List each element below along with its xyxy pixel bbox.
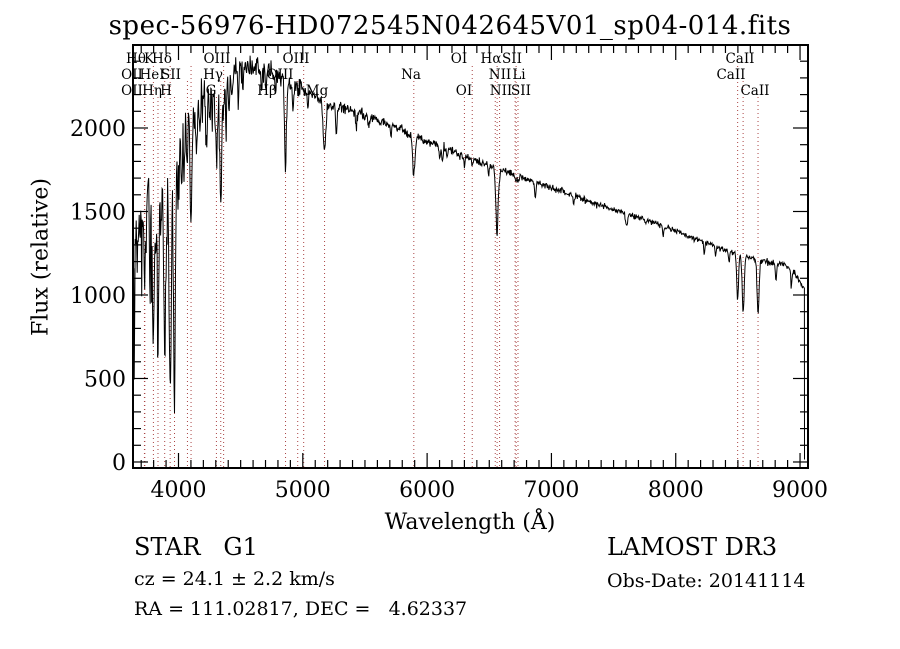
- coordinates-label: RA = 111.02817, DEC = 4.62337: [134, 598, 468, 620]
- spectrum-trace: [133, 55, 805, 460]
- spectral-line-label: NII: [490, 83, 512, 99]
- y-tick-label: 500: [84, 367, 126, 392]
- y-tick-label: 2000: [70, 117, 126, 142]
- plot-title: spec-56976-HD072545N042645V01_sp04-014.f…: [108, 11, 792, 41]
- spectral-line-label: Hγ: [203, 67, 223, 83]
- radial-velocity-label: cz = 24.1 ± 2.2 km/s: [134, 568, 335, 590]
- spectral-line-label: Li: [512, 67, 526, 83]
- obs-date-label: Obs-Date: 20141114: [607, 570, 806, 592]
- x-tick-label: 6000: [399, 478, 455, 503]
- y-tick-label: 1000: [70, 284, 126, 309]
- spectral-line-label: OIII: [203, 51, 230, 67]
- survey-label: LAMOST DR3: [607, 533, 778, 561]
- x-tick-label: 4000: [150, 478, 206, 503]
- spectral-line-label: CaII: [716, 67, 745, 83]
- spectral-line-label: SII: [511, 83, 531, 99]
- spectral-line-label: H: [160, 83, 172, 99]
- spectral-line-label: Hη: [142, 83, 162, 99]
- y-tick-label: 1500: [70, 200, 126, 225]
- spectral-line-label: SII: [502, 51, 522, 67]
- spectral-line-label: Na: [401, 67, 421, 83]
- spectral-line-label: NII: [489, 67, 511, 83]
- x-tick-label: 5000: [275, 478, 331, 503]
- x-axis-title: Wavelength (Å): [384, 510, 556, 535]
- spectral-line-label: CaII: [740, 83, 769, 99]
- x-tick-label: 7000: [523, 478, 579, 503]
- plot-border: [132, 44, 809, 469]
- spectral-line-label: OI: [456, 83, 472, 99]
- spectral-line-label: Hβ: [257, 83, 277, 99]
- spectral-line-label: HeI: [139, 67, 164, 83]
- spectral-line-label: OIII: [282, 51, 309, 67]
- x-tick-label: 9000: [772, 478, 828, 503]
- spectral-line-label: CaII: [725, 51, 754, 67]
- spectral-line-label: SII: [161, 67, 181, 83]
- spectral-line-label: OI: [451, 51, 467, 67]
- spectral-line-label: Hα: [481, 51, 502, 67]
- spectral-line-label: Hθ: [126, 51, 146, 67]
- spectral-line-label: K: [144, 51, 155, 67]
- classification-label: STAR G1: [134, 533, 258, 561]
- spectral-line-label: Hδ: [152, 51, 172, 67]
- y-tick-label: 0: [112, 451, 126, 476]
- x-tick-label: 8000: [648, 478, 704, 503]
